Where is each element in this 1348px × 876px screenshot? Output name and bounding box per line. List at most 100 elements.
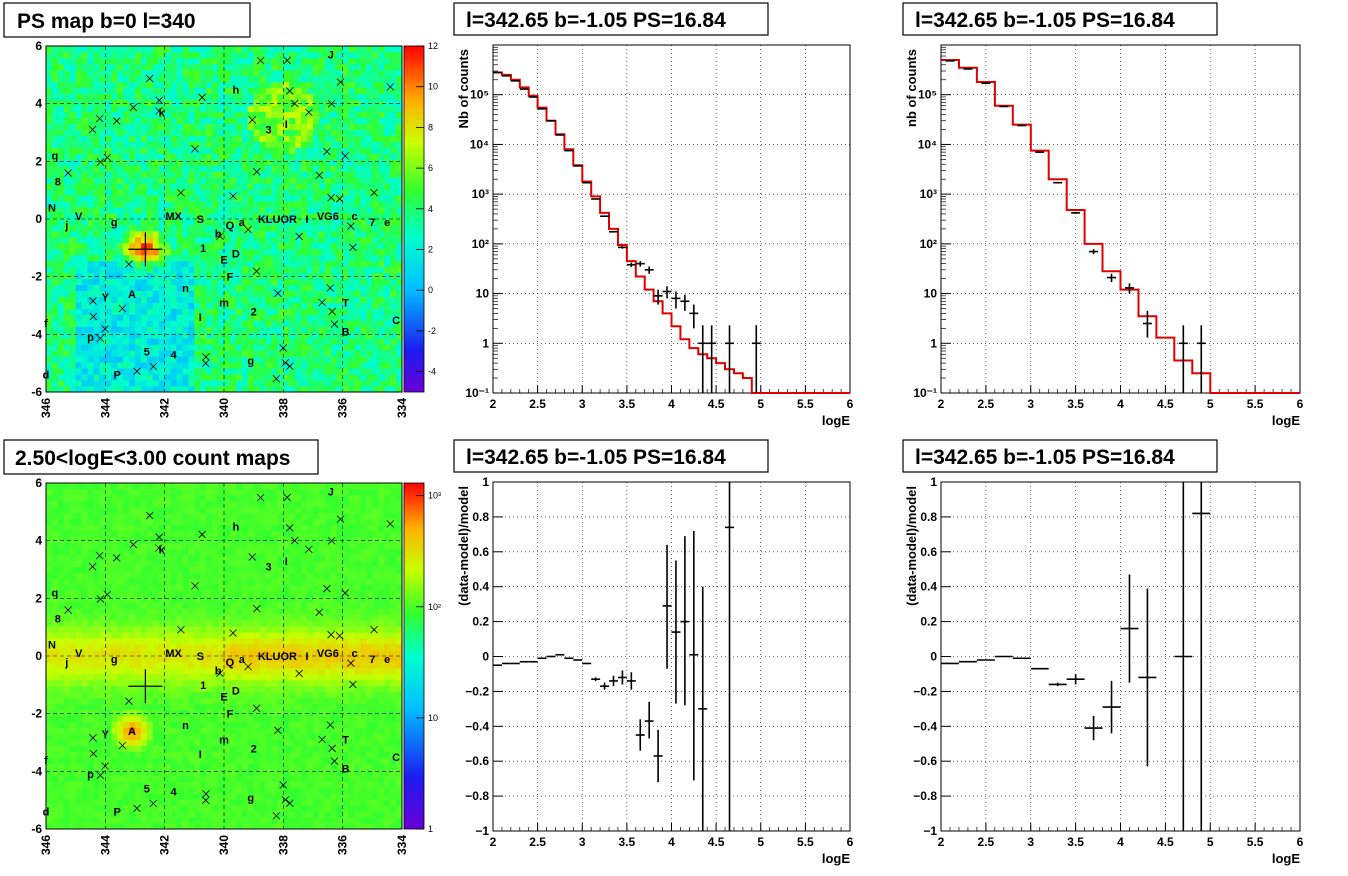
heatmap-cell — [93, 326, 100, 333]
heatmap-cell — [194, 46, 201, 53]
y-tick-label: 2 — [35, 154, 42, 168]
heatmap-cell — [158, 817, 166, 824]
heatmap-cell — [57, 488, 65, 496]
heatmap-cell — [277, 326, 284, 333]
heatmap-cell — [51, 123, 59, 130]
heatmap-cell — [176, 159, 183, 166]
heatmap-cell — [259, 368, 266, 375]
heatmap-cell — [51, 111, 59, 118]
heatmap-cell — [87, 314, 94, 321]
heatmap-cell — [93, 105, 100, 113]
heatmap-cell — [158, 350, 166, 357]
heatmap-cell — [396, 195, 403, 202]
heatmap-cell — [241, 123, 249, 130]
heatmap-cell — [206, 93, 213, 101]
heatmap-cell — [111, 111, 118, 118]
heatmap-cell — [283, 260, 290, 268]
heatmap-cell — [158, 105, 166, 113]
heatmap-cell — [87, 727, 94, 734]
heatmap-cell — [229, 93, 237, 101]
heatmap-cell — [123, 290, 130, 297]
heatmap-cell — [93, 230, 100, 238]
heatmap-cell — [111, 817, 118, 824]
heatmap-cell — [93, 673, 100, 681]
heatmap-cell — [51, 224, 59, 232]
heatmap-cell — [170, 560, 177, 567]
heatmap-cell — [111, 596, 118, 603]
heatmap-cell — [313, 344, 320, 351]
heatmap-cell — [135, 129, 142, 136]
heatmap-cell — [93, 661, 100, 669]
heatmap-cell — [99, 230, 106, 238]
heatmap-cell — [182, 51, 189, 59]
heatmap-cell — [271, 248, 278, 256]
heatmap-cell — [277, 356, 284, 363]
heatmap-cell — [105, 129, 112, 136]
heatmap-cell — [176, 356, 183, 363]
heatmap-cell — [295, 326, 302, 333]
heatmap-cell — [140, 224, 148, 232]
heatmap-cell — [330, 183, 338, 190]
heatmap-cell — [158, 278, 166, 286]
heatmap-cell — [93, 566, 100, 573]
heatmap-cell — [152, 219, 160, 226]
heatmap-cell — [129, 697, 136, 705]
heatmap-cell — [135, 739, 142, 746]
heatmap-cell — [87, 757, 94, 764]
heatmap-cell — [194, 314, 201, 321]
heatmap-cell — [170, 51, 177, 59]
heatmap-cell — [259, 81, 266, 89]
heatmap-cell — [170, 602, 177, 609]
heatmap-cell — [152, 153, 160, 160]
heatmap-cell — [46, 578, 53, 585]
heatmap-cell — [135, 320, 142, 327]
heatmap-cell — [75, 326, 82, 333]
heatmap-cell — [194, 290, 201, 297]
heatmap-cell — [135, 733, 142, 740]
heatmap-cell — [69, 656, 77, 663]
heatmap-cell — [295, 189, 302, 196]
heatmap-cell — [46, 620, 53, 627]
heatmap-cell — [366, 290, 373, 297]
heatmap-cell — [99, 374, 106, 381]
heatmap-cell — [146, 745, 154, 752]
heatmap-cell — [188, 201, 195, 208]
source-marker — [272, 374, 281, 383]
heatmap-cell — [117, 338, 124, 345]
heatmap-cell — [360, 260, 367, 268]
heatmap-cell — [75, 661, 82, 669]
heatmap-cell — [69, 260, 77, 268]
heatmap-cell — [87, 787, 94, 794]
heatmap-cell — [283, 344, 290, 351]
heatmap-cell — [135, 691, 142, 699]
heatmap-cell — [390, 272, 397, 280]
heatmap-cell — [170, 554, 177, 561]
heatmap-cell — [57, 763, 65, 770]
heatmap-cell — [253, 207, 260, 214]
heatmap-cell — [253, 141, 260, 148]
heatmap-cell — [99, 153, 106, 160]
heatmap-cell — [354, 254, 361, 262]
heatmap-cell — [342, 254, 349, 262]
heatmap-cell — [158, 727, 166, 734]
heatmap-cell — [229, 105, 237, 113]
heatmap-cell — [271, 201, 278, 208]
heatmap-cell — [75, 171, 82, 178]
heatmap-cell — [152, 338, 160, 345]
heatmap-cell — [182, 757, 189, 764]
heatmap-cell — [247, 129, 255, 136]
heatmap-cell — [87, 638, 94, 645]
heatmap-cell — [247, 177, 255, 184]
heatmap-cell — [229, 380, 237, 387]
heatmap-cell — [158, 332, 166, 339]
heatmap-cell — [152, 308, 160, 315]
heatmap-cell — [158, 141, 166, 148]
heatmap-cell — [313, 141, 320, 148]
heatmap-cell — [123, 644, 130, 651]
heatmap-cell — [342, 320, 349, 327]
heatmap-cell — [99, 488, 106, 496]
heatmap-cell — [229, 242, 237, 250]
heatmap-cell — [164, 63, 171, 71]
heatmap-cell — [253, 248, 260, 256]
heatmap-cell — [212, 183, 219, 190]
